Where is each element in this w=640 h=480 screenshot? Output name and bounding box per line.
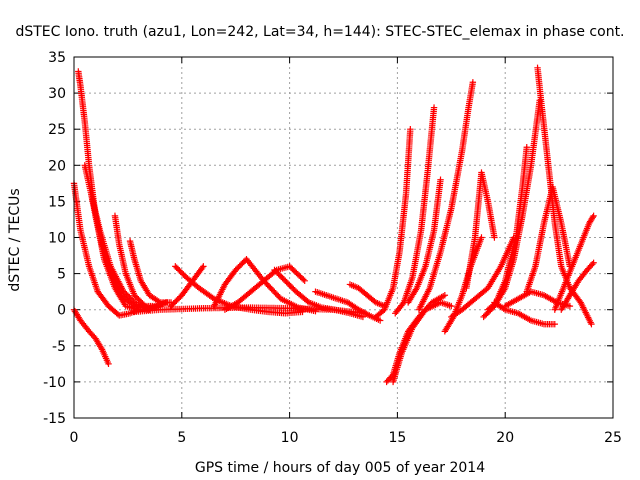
data-point (478, 234, 485, 241)
series-arc-30 (551, 212, 597, 313)
data-point (200, 263, 207, 270)
x-axis-label: GPS time / hours of day 005 of year 2014 (195, 460, 485, 476)
series-arc-21 (415, 79, 477, 313)
y-tick-label: 15 (48, 194, 66, 210)
series-arc-24 (448, 234, 518, 321)
data-point (566, 302, 574, 310)
y-tick-label: -10 (43, 375, 66, 391)
data-point (376, 317, 384, 324)
x-tick-label: 20 (496, 430, 514, 446)
data-point (300, 276, 307, 283)
data-point (589, 261, 596, 268)
series-arc-04 (88, 190, 164, 312)
series-arc-17 (392, 104, 438, 317)
series-arc-06 (126, 237, 175, 306)
data-point (430, 104, 438, 111)
data-point (209, 294, 216, 301)
y-tick-label: 20 (48, 158, 66, 174)
data-point (407, 126, 414, 133)
x-tick-label: 10 (281, 430, 299, 446)
data-point (590, 212, 597, 220)
data-point (437, 176, 444, 183)
series-arc-20 (389, 299, 455, 386)
series-arc-31 (558, 259, 597, 313)
y-tick-label: 30 (48, 86, 66, 102)
series-arc-32 (491, 299, 558, 328)
data-point (551, 320, 558, 328)
y-axis-label: dSTEC / TECUs (7, 188, 23, 291)
data-point (105, 360, 112, 368)
x-tick-label: 15 (388, 430, 406, 446)
x-tick-label: 0 (70, 430, 79, 446)
data-point (361, 310, 369, 317)
series-arc-14 (346, 281, 388, 310)
series-arc-09 (167, 263, 207, 310)
axis-ticks: 0 5 10 15 20 25 -15 -10 -5 0 5 10 15 20 25 30 35 (43, 50, 622, 446)
series-arc-16 (372, 126, 414, 321)
x-tick-label: 25 (604, 430, 622, 446)
y-tick-label: -15 (43, 411, 66, 427)
y-tick-label: -5 (52, 339, 66, 355)
data-point (301, 277, 308, 285)
y-tick-label: 25 (48, 122, 66, 138)
y-tick-label: 5 (57, 267, 66, 283)
data-point (129, 301, 137, 309)
series-arc-18 (404, 176, 444, 306)
y-tick-label: 10 (48, 231, 66, 247)
plot-frame (73, 56, 614, 419)
data-point (441, 292, 449, 299)
series-arc-07 (70, 306, 112, 368)
data-point (588, 320, 595, 328)
y-tick-label: 0 (57, 303, 66, 319)
data-point (491, 234, 498, 241)
chart-title: dSTEC Iono. truth (azu1, Lon=242, Lat=34… (15, 24, 624, 40)
data-point (590, 259, 597, 266)
data-marks (70, 64, 597, 386)
y-tick-label: 35 (48, 50, 66, 66)
data-point (140, 301, 148, 308)
series-arc-15 (131, 304, 369, 317)
series-arc-28 (523, 183, 574, 295)
series-arc-26 (480, 144, 530, 321)
grid (74, 57, 613, 418)
series-arc-23 (463, 169, 498, 292)
data-point (304, 298, 311, 305)
data-point (469, 79, 477, 86)
data-point (589, 214, 596, 221)
data-point (199, 264, 206, 272)
x-tick-label: 5 (177, 430, 186, 446)
series-arc-01 (70, 180, 142, 319)
data-point (523, 144, 530, 151)
data-point (448, 302, 455, 310)
